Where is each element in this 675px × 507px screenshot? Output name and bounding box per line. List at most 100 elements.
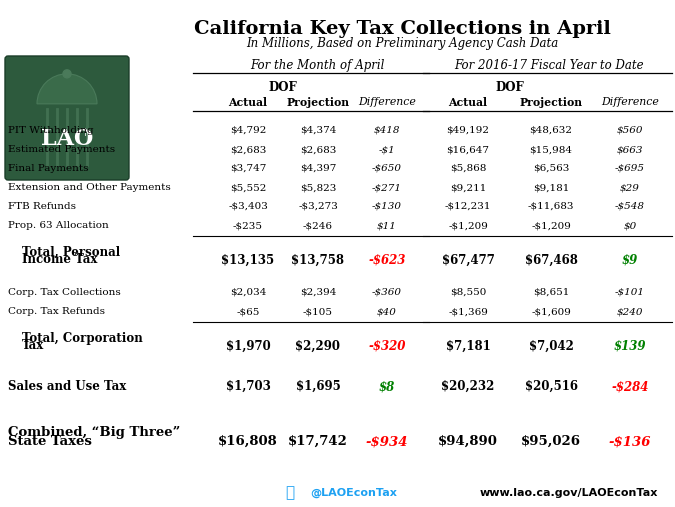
Text: $2,394: $2,394 xyxy=(300,288,336,297)
Text: $13,758: $13,758 xyxy=(292,254,344,267)
Text: Projection: Projection xyxy=(286,97,350,108)
Text: $2,290: $2,290 xyxy=(296,340,340,352)
Text: PIT Withholding: PIT Withholding xyxy=(8,126,94,135)
Text: $560: $560 xyxy=(617,126,643,135)
Text: $17,742: $17,742 xyxy=(288,435,348,448)
Text: Estimated Payments: Estimated Payments xyxy=(8,145,115,154)
Text: $11: $11 xyxy=(377,221,397,230)
Text: -$360: -$360 xyxy=(372,288,402,297)
Text: $5,823: $5,823 xyxy=(300,183,336,192)
Text: $8: $8 xyxy=(379,380,395,393)
Text: $139: $139 xyxy=(614,340,646,352)
Text: $4,792: $4,792 xyxy=(230,126,266,135)
Text: $2,683: $2,683 xyxy=(300,145,336,154)
Text: $418: $418 xyxy=(374,126,400,135)
Text: $20,516: $20,516 xyxy=(524,380,578,393)
Text: $0: $0 xyxy=(624,221,637,230)
Text: $2,683: $2,683 xyxy=(230,145,266,154)
Text: Corp. Tax Refunds: Corp. Tax Refunds xyxy=(8,307,105,316)
Text: -$695: -$695 xyxy=(615,164,645,173)
Text: In Millions, Based on Preliminary Agency Cash Data: In Millions, Based on Preliminary Agency… xyxy=(246,37,559,50)
Text: $4,397: $4,397 xyxy=(300,164,336,173)
Text: -$235: -$235 xyxy=(233,221,263,230)
Text: $9,211: $9,211 xyxy=(450,183,486,192)
Text: $49,192: $49,192 xyxy=(446,126,489,135)
Text: $663: $663 xyxy=(617,145,643,154)
Text: $95,026: $95,026 xyxy=(521,435,581,448)
Text: @LAOEconTax: @LAOEconTax xyxy=(310,488,397,498)
Text: LAO: LAO xyxy=(40,128,93,150)
Text: -$623: -$623 xyxy=(369,254,406,267)
Text: 🐦: 🐦 xyxy=(286,486,294,500)
Wedge shape xyxy=(37,74,97,104)
Text: $5,552: $5,552 xyxy=(230,183,266,192)
Text: $7,042: $7,042 xyxy=(529,340,574,352)
Text: $2,034: $2,034 xyxy=(230,288,266,297)
FancyBboxPatch shape xyxy=(5,56,129,180)
Text: -$130: -$130 xyxy=(372,202,402,211)
Text: Difference: Difference xyxy=(358,97,416,107)
Text: For the Month of April: For the Month of April xyxy=(250,59,385,72)
Text: Prop. 63 Allocation: Prop. 63 Allocation xyxy=(8,221,109,230)
Text: Combined, “Big Three”: Combined, “Big Three” xyxy=(8,426,180,439)
Text: $67,468: $67,468 xyxy=(524,254,577,267)
Text: -$65: -$65 xyxy=(236,307,260,316)
Text: -$101: -$101 xyxy=(615,288,645,297)
Text: FTB Refunds: FTB Refunds xyxy=(8,202,76,211)
Text: -$1: -$1 xyxy=(379,145,396,154)
Text: -$136: -$136 xyxy=(609,435,651,448)
Text: -$246: -$246 xyxy=(303,221,333,230)
Text: $1,970: $1,970 xyxy=(225,340,271,352)
Text: $16,808: $16,808 xyxy=(218,435,278,448)
Text: -$271: -$271 xyxy=(372,183,402,192)
Text: -$548: -$548 xyxy=(615,202,645,211)
Text: Total, Personal: Total, Personal xyxy=(22,245,120,259)
Text: California Key Tax Collections in April: California Key Tax Collections in April xyxy=(194,20,611,38)
Text: $29: $29 xyxy=(620,183,640,192)
Text: $4,374: $4,374 xyxy=(300,126,336,135)
Text: $9: $9 xyxy=(622,254,638,267)
Text: DOF: DOF xyxy=(495,81,524,94)
Text: Corp. Tax Collections: Corp. Tax Collections xyxy=(8,288,121,297)
Text: $9,181: $9,181 xyxy=(533,183,569,192)
Text: Actual: Actual xyxy=(228,97,267,108)
Text: -$1,369: -$1,369 xyxy=(448,307,488,316)
Text: -$105: -$105 xyxy=(303,307,333,316)
Text: -$3,273: -$3,273 xyxy=(298,202,338,211)
Text: Actual: Actual xyxy=(448,97,487,108)
Text: $6,563: $6,563 xyxy=(533,164,569,173)
Text: $94,890: $94,890 xyxy=(438,435,498,448)
Text: -$934: -$934 xyxy=(366,435,408,448)
Text: State Taxes: State Taxes xyxy=(8,435,92,448)
Text: -$12,231: -$12,231 xyxy=(445,202,491,211)
Text: Total, Corporation: Total, Corporation xyxy=(22,332,142,345)
Text: †: † xyxy=(82,128,88,137)
Text: Projection: Projection xyxy=(520,97,583,108)
Text: -$1,209: -$1,209 xyxy=(531,221,571,230)
Text: $48,632: $48,632 xyxy=(529,126,572,135)
Text: $13,135: $13,135 xyxy=(221,254,275,267)
Text: $7,181: $7,181 xyxy=(446,340,490,352)
Text: $8,550: $8,550 xyxy=(450,288,486,297)
Text: www.lao.ca.gov/LAOEconTax: www.lao.ca.gov/LAOEconTax xyxy=(480,488,658,498)
Text: -$650: -$650 xyxy=(372,164,402,173)
Text: $16,647: $16,647 xyxy=(446,145,489,154)
Text: $8,651: $8,651 xyxy=(533,288,569,297)
Text: $1,695: $1,695 xyxy=(296,380,340,393)
Text: $67,477: $67,477 xyxy=(441,254,494,267)
Text: Difference: Difference xyxy=(601,97,659,107)
Text: $5,868: $5,868 xyxy=(450,164,486,173)
Text: -$1,209: -$1,209 xyxy=(448,221,488,230)
Text: -$284: -$284 xyxy=(612,380,649,393)
Text: -$320: -$320 xyxy=(369,340,406,352)
Text: $15,984: $15,984 xyxy=(529,145,572,154)
Text: -$3,403: -$3,403 xyxy=(228,202,268,211)
Text: Income Tax: Income Tax xyxy=(22,254,97,267)
Text: Extension and Other Payments: Extension and Other Payments xyxy=(8,183,171,192)
Circle shape xyxy=(63,70,71,78)
Text: $240: $240 xyxy=(617,307,643,316)
Text: -$1,609: -$1,609 xyxy=(531,307,571,316)
Text: Tax: Tax xyxy=(22,340,45,352)
Text: Final Payments: Final Payments xyxy=(8,164,88,173)
Text: $1,703: $1,703 xyxy=(225,380,271,393)
